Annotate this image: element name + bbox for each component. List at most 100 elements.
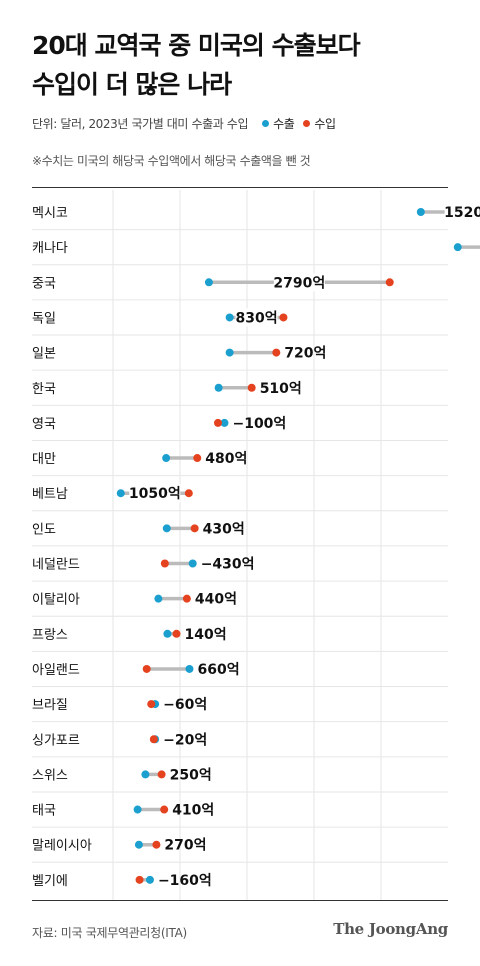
country-label: 말레이시아 — [32, 839, 92, 854]
value-label: 2790억 — [273, 275, 325, 291]
import-point — [149, 735, 158, 744]
export-point — [416, 208, 425, 216]
export-point — [163, 629, 172, 638]
top-rule — [32, 187, 448, 188]
unit-text: 단위: 달러, 2023년 국가별 대미 수출과 수입 — [32, 117, 249, 131]
country-label: 일본 — [32, 347, 56, 362]
chart-row: 브라질 −60억 — [32, 697, 207, 713]
chart-title: 20대 교역국 중 미국의 수출보다 수입이 더 많은 나라 — [32, 26, 462, 104]
import-point — [247, 383, 256, 392]
country-label: 네덜란드 — [32, 558, 80, 573]
import-point — [279, 313, 288, 322]
value-label: 1520억 — [444, 205, 480, 221]
chart-row: 영국 −100억 — [32, 416, 286, 432]
chart-row: 멕시코 1520억 — [32, 203, 480, 221]
legend-label-import: 수입 — [314, 117, 336, 131]
chart-row: 한국 510억 — [32, 381, 302, 397]
import-point — [190, 524, 199, 533]
legend-label-export: 수출 — [273, 117, 295, 131]
value-label: 140억 — [185, 627, 227, 643]
value-label: −20억 — [163, 732, 207, 748]
country-label: 싱가포르 — [32, 733, 80, 748]
legend: 수출 수입 — [262, 115, 345, 132]
value-label: 410억 — [172, 803, 214, 819]
value-label: −100억 — [232, 416, 286, 432]
value-label-bg — [235, 308, 278, 327]
country-label: 브라질 — [32, 698, 68, 713]
import-point — [147, 700, 156, 709]
export-point — [154, 594, 163, 603]
chart-row: 말레이시아 270억 — [32, 838, 207, 854]
country-label: 스위스 — [32, 768, 68, 783]
value-label: 480억 — [205, 451, 247, 467]
export-point — [453, 243, 462, 252]
import-point — [385, 278, 394, 287]
country-label: 캐나다 — [32, 241, 68, 256]
legend-item-export: 수출 — [262, 115, 295, 132]
import-point — [142, 664, 151, 673]
chart-row: 대만 480억 — [32, 451, 247, 467]
country-label: 인도 — [32, 522, 56, 537]
value-label: 1050억 — [129, 486, 181, 502]
country-label: 멕시코 — [32, 206, 68, 221]
chart-row: 독일 830억 — [32, 308, 288, 327]
country-label: 중국 — [32, 276, 56, 291]
country-label: 프랑스 — [32, 628, 68, 643]
country-label: 베트남 — [32, 487, 68, 502]
country-label: 이탈리아 — [32, 593, 80, 608]
export-point — [141, 770, 150, 779]
chart-row: 베트남 1050억 — [32, 484, 193, 503]
export-point — [162, 454, 171, 463]
export-point — [204, 278, 213, 287]
country-label: 한국 — [32, 382, 56, 397]
import-point — [272, 348, 281, 357]
export-dot-icon — [262, 120, 270, 127]
value-label: 270억 — [164, 838, 206, 854]
value-label: 720억 — [284, 346, 326, 362]
country-label: 태국 — [32, 804, 56, 819]
chart-row: 일본 720억 — [32, 346, 326, 362]
export-point — [116, 489, 125, 498]
title-line-1: 20대 교역국 중 미국의 수출보다 — [32, 31, 361, 60]
import-point — [152, 840, 161, 849]
bottom-rule — [32, 900, 448, 901]
footnote: ※수치는 미국의 해당국 수입액에서 해당국 수출액을 뺀 것 — [32, 154, 311, 168]
chart-row: 아일랜드 660억 — [32, 662, 240, 678]
value-label-bg — [273, 273, 325, 292]
brand-logo: The JoongAng — [333, 920, 448, 938]
source-note: 자료: 미국 국제무역관리청(ITA) — [32, 926, 187, 940]
chart-row: 인도 430억 — [32, 521, 245, 537]
chart-row: 프랑스 140억 — [32, 627, 227, 643]
country-label: 아일랜드 — [32, 663, 80, 678]
import-point — [172, 629, 181, 638]
legend-item-import: 수입 — [303, 115, 336, 132]
import-point — [135, 875, 144, 884]
import-point — [213, 418, 222, 427]
import-point — [184, 489, 193, 498]
export-point — [134, 840, 143, 849]
export-point — [145, 875, 154, 884]
country-label: 독일 — [32, 311, 56, 326]
chart-row: 싱가포르 −20억 — [32, 732, 207, 748]
unit-line: 단위: 달러, 2023년 국가별 대미 수출과 수입 수출 수입 — [32, 115, 345, 132]
value-label: 660억 — [197, 662, 239, 678]
value-label: 510억 — [260, 381, 302, 397]
export-point — [162, 524, 171, 533]
value-label-bg — [444, 203, 480, 221]
value-label: 430억 — [203, 521, 245, 537]
country-label: 대만 — [32, 452, 56, 467]
export-point — [214, 383, 223, 392]
country-label: 벨기에 — [32, 874, 68, 889]
chart-row: 중국 2790억 — [32, 273, 394, 292]
value-label: 830억 — [235, 310, 277, 326]
value-label: 440억 — [195, 592, 237, 608]
chart-row: 스위스 250억 — [32, 767, 212, 783]
chart-row: 이탈리아 440억 — [32, 592, 237, 608]
export-point — [185, 664, 194, 673]
import-point — [193, 454, 202, 463]
value-label: −430억 — [201, 557, 255, 573]
value-label: −60억 — [163, 697, 207, 713]
country-label: 영국 — [32, 417, 56, 432]
